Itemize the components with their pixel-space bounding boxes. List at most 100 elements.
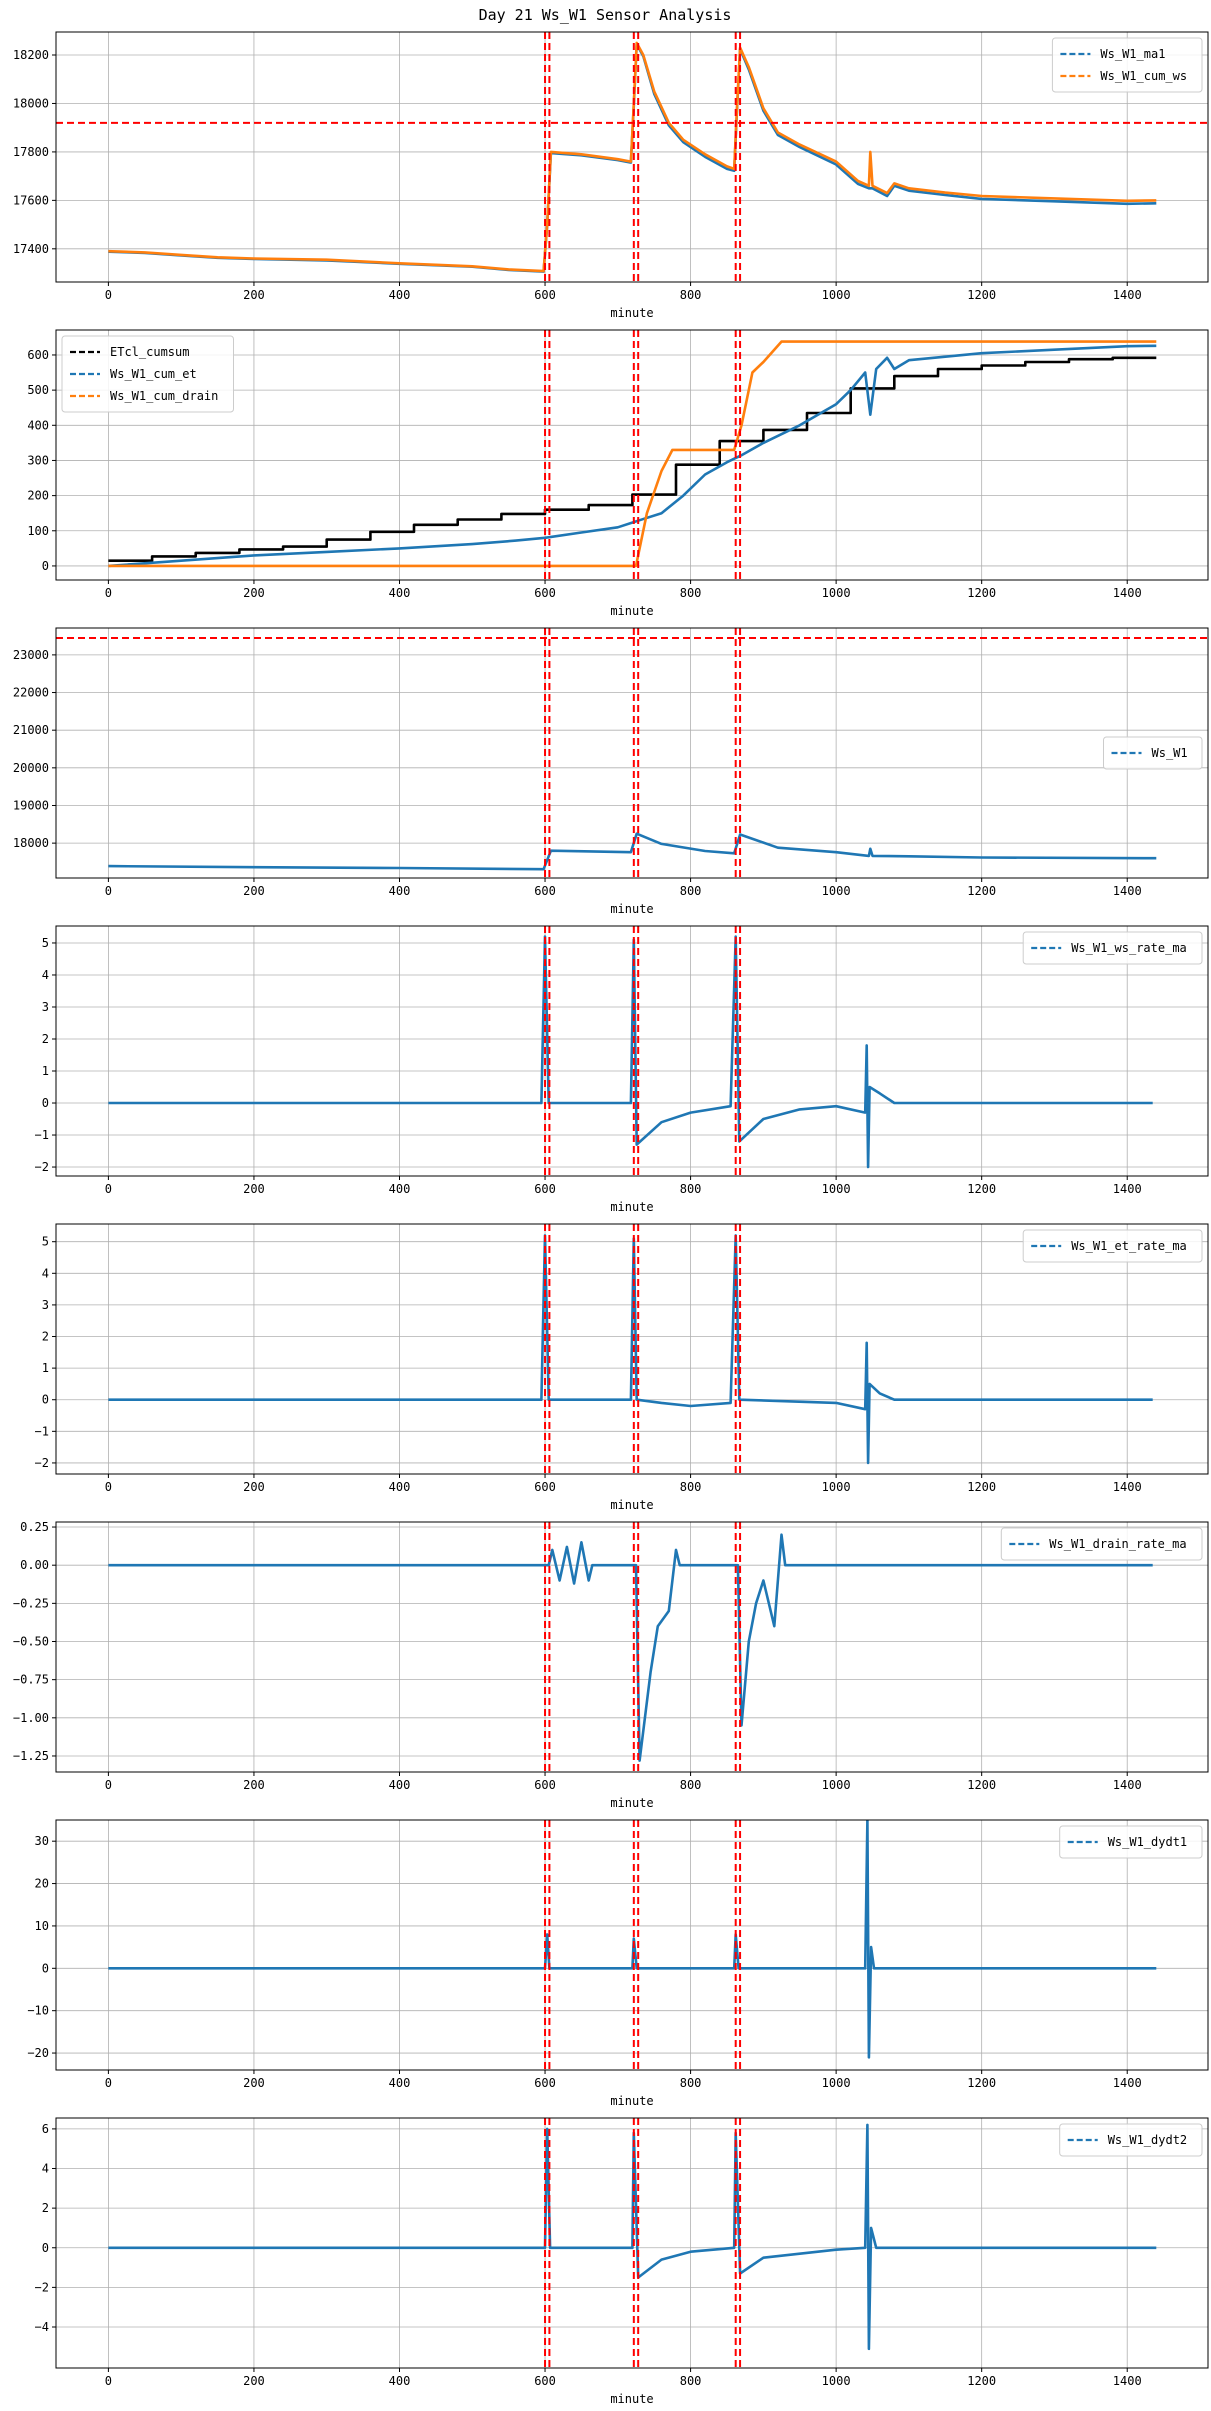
x-tick-label: 800 — [680, 288, 702, 302]
y-tick-label: −1 — [35, 1128, 49, 1142]
x-tick-label: 200 — [243, 1480, 265, 1494]
y-tick-label: 100 — [27, 524, 49, 538]
legend: Ws_W1_drain_rate_ma — [1000, 1527, 1203, 1561]
x-tick-label: 1200 — [967, 586, 996, 600]
y-tick-label: 4 — [42, 968, 49, 982]
legend: Ws_W1_ws_rate_ma — [1022, 931, 1203, 965]
y-tick-label: 18000 — [13, 96, 49, 110]
x-tick-label: 1200 — [967, 1480, 996, 1494]
y-tick-label: 2 — [42, 1032, 49, 1046]
legend-box — [61, 335, 234, 413]
y-tick-label: −1 — [35, 1424, 49, 1438]
x-tick-label: 1400 — [1113, 2374, 1142, 2388]
y-tick-label: 22000 — [13, 686, 49, 700]
y-tick-label: 5 — [42, 1235, 49, 1249]
legend-label: Ws_W1_ws_rate_ma — [1071, 941, 1187, 955]
x-tick-label: 400 — [389, 2076, 411, 2090]
x-tick-label: 0 — [105, 1778, 112, 1792]
x-axis-label: minute — [610, 2392, 653, 2406]
legend-label: Ws_W1_cum_drain — [110, 389, 218, 403]
x-tick-label: 0 — [105, 2374, 112, 2388]
axes-frame — [55, 1521, 1209, 1773]
x-tick-label: 1000 — [822, 2374, 851, 2388]
legend-label: ETcl_cumsum — [110, 345, 189, 359]
y-tick-label: 3 — [42, 1000, 49, 1014]
y-tick-label: 6 — [42, 2122, 49, 2136]
x-tick-label: 200 — [243, 288, 265, 302]
y-tick-label: −1.25 — [13, 1749, 49, 1763]
y-tick-label: 0 — [42, 1961, 49, 1975]
series-line-Ws_W1 — [108, 832, 1157, 871]
plot-area — [108, 2118, 1157, 2368]
legend-box — [1103, 736, 1203, 770]
figure-title: Day 21 Ws_W1 Sensor Analysis — [479, 6, 732, 24]
y-tick-label: 20 — [35, 1877, 49, 1891]
y-tick-label: 23000 — [13, 648, 49, 662]
legend-label: Ws_W1_et_rate_ma — [1071, 1239, 1187, 1253]
x-axis-label: minute — [610, 902, 653, 916]
series-line-Ws_W1_drain_rate_ma — [108, 1533, 1153, 1762]
x-axis-label: minute — [610, 604, 653, 618]
y-tick-label: −0.25 — [13, 1596, 49, 1610]
x-tick-label: 1400 — [1113, 884, 1142, 898]
axes-frame — [55, 627, 1209, 879]
y-tick-label: 0 — [42, 2241, 49, 2255]
x-tick-label: 1000 — [822, 884, 851, 898]
y-tick-label: 2 — [42, 1330, 49, 1344]
plot-area — [108, 1224, 1153, 1474]
x-tick-label: 1400 — [1113, 288, 1142, 302]
y-tick-label: 1 — [42, 1064, 49, 1078]
axes-frame — [55, 1819, 1209, 2071]
x-tick-label: 600 — [534, 2374, 556, 2388]
subplot-2: 0 200 400 600 800 1000 1200 1400 0 100 200 300 400 50… — [27, 329, 1209, 618]
y-tick-label: 500 — [27, 383, 49, 397]
x-tick-label: 200 — [243, 2076, 265, 2090]
x-axis-label: minute — [610, 1796, 653, 1810]
x-tick-label: 1200 — [967, 2076, 996, 2090]
x-tick-label: 200 — [243, 586, 265, 600]
series-line-Ws_W1_dydt2 — [108, 2123, 1157, 2351]
x-tick-label: 0 — [105, 586, 112, 600]
y-tick-label: 0.25 — [20, 1520, 49, 1534]
x-tick-label: 800 — [680, 586, 702, 600]
plot-area — [108, 330, 1157, 580]
subplot-1: 0 200 400 600 800 1000 1200 1400 17400 17600 17800… — [13, 31, 1209, 320]
axes-frame — [55, 329, 1209, 581]
x-tick-label: 600 — [534, 1182, 556, 1196]
subplot-6: 0 200 400 600 800 1000 1200 1400 −1.25 −1.00 −0.75… — [13, 1520, 1209, 1810]
plot-area — [108, 926, 1153, 1176]
x-axis-label: minute — [610, 1200, 653, 1214]
series-line-Ws_W1_cum_et — [108, 344, 1157, 568]
y-tick-label: 17800 — [13, 145, 49, 159]
x-tick-label: 600 — [534, 2076, 556, 2090]
x-tick-label: 1400 — [1113, 1778, 1142, 1792]
y-tick-label: −4 — [35, 2320, 49, 2334]
y-tick-label: 3 — [42, 1298, 49, 1312]
x-tick-label: 0 — [105, 2076, 112, 2090]
y-tick-label: 2 — [42, 2201, 49, 2215]
y-tick-label: 400 — [27, 418, 49, 432]
y-tick-label: −10 — [27, 2004, 49, 2018]
x-tick-label: 400 — [389, 586, 411, 600]
legend-label: Ws_W1_dydt2 — [1108, 2133, 1187, 2147]
legend: ETcl_cumsum Ws_W1_cum_et Ws_W1_cum_drain — [61, 335, 234, 413]
subplot-8: 0 200 400 600 800 1000 1200 1400 −4 −2 0 2 4 6 minute W… — [35, 2117, 1209, 2406]
y-tick-label: −0.50 — [13, 1635, 49, 1649]
y-tick-label: 0 — [42, 1393, 49, 1407]
x-tick-label: 1000 — [822, 586, 851, 600]
subplot-4: 0 200 400 600 800 1000 1200 1400 −2 −1 0 1 2 3 4 5 minut… — [35, 925, 1209, 1214]
y-tick-label: 18200 — [13, 48, 49, 62]
x-tick-label: 400 — [389, 288, 411, 302]
y-tick-label: 200 — [27, 489, 49, 503]
y-tick-label: 4 — [42, 1266, 49, 1280]
x-tick-label: 1000 — [822, 2076, 851, 2090]
legend-box — [1022, 931, 1203, 965]
series-line-Ws_W1_cum_ws — [108, 41, 1157, 273]
x-tick-label: 800 — [680, 2076, 702, 2090]
legend: Ws_W1_dydt1 — [1059, 1825, 1203, 1859]
series-line-Ws_W1_cum_drain — [108, 340, 1157, 568]
legend-label: Ws_W1_cum_ws — [1100, 69, 1187, 83]
legend: Ws_W1_dydt2 — [1059, 2123, 1203, 2157]
legend: Ws_W1_ma1 Ws_W1_cum_ws — [1051, 37, 1203, 93]
x-tick-label: 1200 — [967, 1778, 996, 1792]
